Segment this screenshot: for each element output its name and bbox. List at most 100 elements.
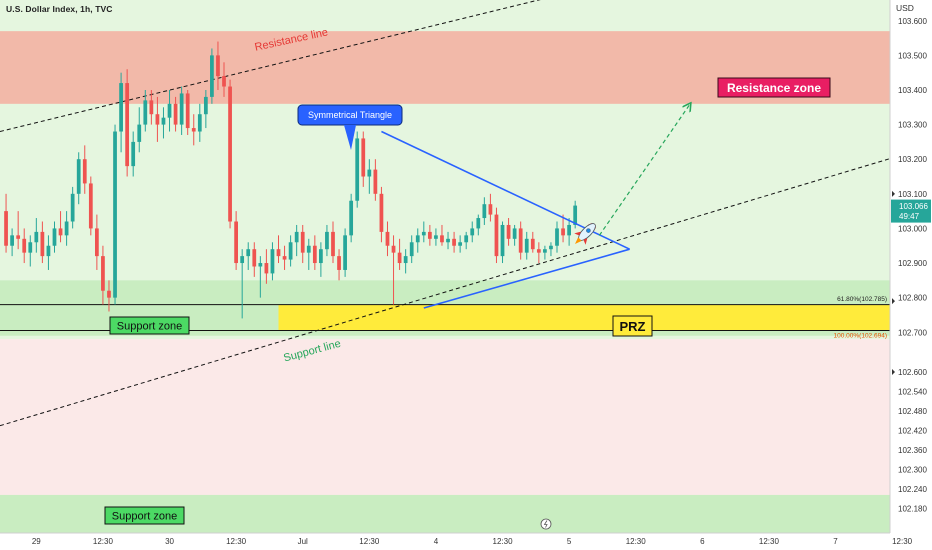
candle-body bbox=[197, 114, 202, 132]
candle bbox=[421, 221, 426, 243]
event-marker-icon[interactable] bbox=[540, 518, 552, 530]
candle bbox=[264, 249, 269, 284]
candle-body bbox=[107, 290, 111, 298]
x-tick-label: 30 bbox=[165, 537, 174, 546]
x-tick-label: 12:30 bbox=[759, 537, 780, 546]
x-tick-label: 6 bbox=[700, 537, 705, 546]
candle-body bbox=[119, 83, 123, 132]
candle-body bbox=[222, 76, 226, 87]
candle-body bbox=[464, 235, 469, 243]
candle-body bbox=[512, 228, 517, 239]
candle-body bbox=[76, 159, 81, 194]
last-price-badge bbox=[891, 199, 931, 223]
candle bbox=[94, 214, 99, 270]
candle-body bbox=[131, 141, 136, 167]
candle bbox=[64, 211, 69, 246]
candle-body bbox=[506, 224, 511, 239]
candle-body bbox=[343, 235, 347, 270]
candle-body bbox=[331, 231, 335, 257]
y-tick-label: 103.500 bbox=[898, 51, 927, 60]
candle-body bbox=[379, 193, 384, 232]
support-zone-label-box-1: Support zone bbox=[109, 316, 190, 335]
candle bbox=[397, 238, 402, 270]
support-zone-label-1: Support zone bbox=[117, 321, 182, 333]
triangle-lower-line bbox=[423, 248, 630, 309]
candle-body bbox=[385, 231, 390, 246]
candle bbox=[125, 69, 130, 177]
candle bbox=[191, 114, 196, 146]
prz-label: PRZ bbox=[620, 319, 646, 334]
candle-body bbox=[391, 245, 396, 253]
candle-body bbox=[458, 242, 463, 246]
price-axis-marker bbox=[892, 369, 895, 375]
candle bbox=[119, 72, 123, 153]
y-tick-label: 103.400 bbox=[898, 86, 927, 95]
candle bbox=[567, 218, 571, 246]
candle-body bbox=[58, 228, 63, 236]
candle-body bbox=[203, 96, 208, 115]
candle-body bbox=[518, 228, 523, 253]
candle bbox=[234, 211, 238, 270]
candle bbox=[458, 235, 463, 253]
candle bbox=[391, 235, 396, 305]
candle-body bbox=[16, 235, 21, 239]
y-tick-label: 102.540 bbox=[898, 388, 927, 397]
candle-body bbox=[397, 252, 402, 264]
candle bbox=[113, 124, 117, 305]
candle-body bbox=[482, 204, 487, 219]
x-tick-label: 12:30 bbox=[493, 537, 514, 546]
candle-body bbox=[282, 256, 287, 260]
candle bbox=[530, 231, 535, 253]
candle bbox=[543, 245, 547, 260]
candle-body bbox=[161, 117, 166, 125]
candle bbox=[258, 256, 263, 298]
candle bbox=[536, 242, 541, 264]
candle-body bbox=[494, 214, 499, 257]
candle bbox=[470, 221, 475, 243]
candle bbox=[246, 242, 251, 270]
support-zone-label-2: Support zone bbox=[112, 511, 177, 523]
candle-body bbox=[64, 221, 69, 236]
candle bbox=[385, 221, 390, 257]
y-tick-label: 102.180 bbox=[898, 505, 927, 514]
candle bbox=[409, 235, 414, 264]
candle-body bbox=[143, 100, 148, 125]
candle-body bbox=[270, 249, 275, 274]
candle-body bbox=[452, 238, 456, 246]
candle bbox=[555, 221, 559, 253]
candle bbox=[373, 159, 378, 201]
x-tick-label: 12:30 bbox=[93, 537, 114, 546]
candle-body bbox=[427, 231, 432, 239]
candle bbox=[561, 214, 565, 243]
candle-body bbox=[4, 211, 8, 246]
candle-body bbox=[234, 221, 238, 264]
candle-body bbox=[312, 245, 317, 264]
candle bbox=[149, 89, 154, 125]
y-tick-label: 103.000 bbox=[898, 224, 927, 233]
symmetrical-triangle-label: Symmetrical Triangle bbox=[308, 110, 392, 120]
candle-body bbox=[22, 238, 27, 253]
candle bbox=[379, 186, 384, 243]
x-tick-label: 5 bbox=[567, 537, 572, 546]
y-tick-label: 103.300 bbox=[898, 121, 927, 130]
candle-body bbox=[300, 231, 305, 253]
candle bbox=[276, 235, 281, 264]
resistance-zone-label-box: Resistance zone bbox=[717, 77, 831, 98]
candle-body bbox=[555, 228, 559, 246]
time-axis-panel bbox=[0, 533, 932, 550]
support-zone-label-box-2: Support zone bbox=[104, 506, 185, 525]
candle bbox=[173, 96, 178, 132]
candle-body bbox=[94, 228, 99, 257]
y-tick-label: 102.700 bbox=[898, 328, 927, 337]
candle bbox=[40, 221, 45, 264]
candle bbox=[524, 231, 529, 260]
candle bbox=[10, 228, 14, 257]
candle-body bbox=[246, 249, 251, 257]
currency-label[interactable]: USD bbox=[896, 3, 914, 13]
candle-body bbox=[52, 228, 57, 246]
candle-body bbox=[294, 231, 299, 243]
resistance-zone-label: Resistance zone bbox=[727, 81, 821, 95]
candle bbox=[349, 193, 354, 243]
candle bbox=[512, 224, 517, 246]
